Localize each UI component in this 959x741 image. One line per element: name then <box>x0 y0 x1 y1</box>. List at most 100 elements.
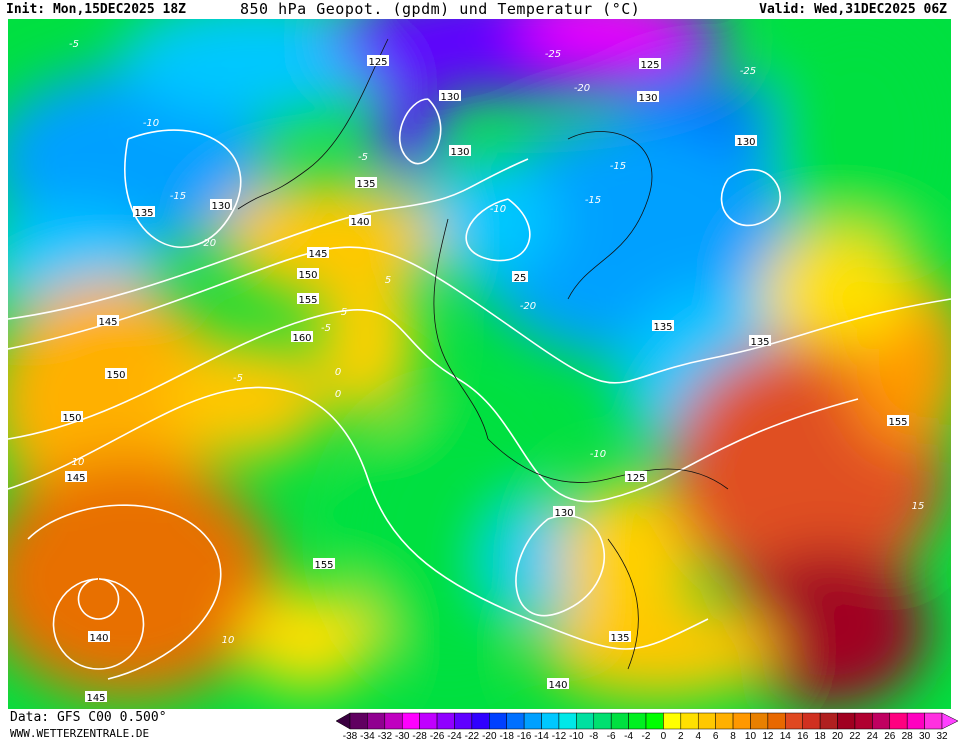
temperature-area <box>758 229 918 349</box>
isohypse-label: 140 <box>89 633 108 644</box>
colorbar-swatch <box>628 712 647 730</box>
colorbar-label: -12 <box>552 731 567 740</box>
colorbar-swatch <box>506 712 525 730</box>
colorbar-swatch <box>732 712 751 730</box>
colorbar-label: -10 <box>569 731 584 740</box>
website: WWW.WETTERZENTRALE.DE <box>10 727 150 740</box>
isohypse-label-bg <box>105 368 127 379</box>
colorbar-swatch <box>872 712 891 730</box>
isohypse-label: 125 <box>640 60 659 71</box>
colorbar-swatch <box>645 712 664 730</box>
isohypse-line <box>720 168 781 227</box>
isohypse-label: 140 <box>350 217 369 228</box>
footer: Data: GFS C00 0.500° WWW.WETTERZENTRALE.… <box>0 709 959 741</box>
isohypse-label-bg <box>291 331 313 342</box>
isohypse-line <box>465 198 531 262</box>
temperature-area <box>728 549 928 709</box>
isohypse-label: 145 <box>98 317 117 328</box>
isohypse-line <box>27 504 222 680</box>
isohypse-line <box>398 98 442 165</box>
colorbar-low-arrow <box>336 712 351 730</box>
isohypse-line <box>8 246 951 384</box>
temperature-area <box>558 479 698 639</box>
isotherm-label: -10 <box>590 449 606 460</box>
temperature-colorbar: -38 -34 -32 -30 -28 -26 -24 -22 -20 -18 -16 -14 -12-… <box>336 712 958 740</box>
colorbar-swatch <box>906 712 925 730</box>
colorbar-swatch <box>558 712 577 730</box>
colorbar-swatch <box>610 712 629 730</box>
isohypse-label-bg <box>639 58 661 69</box>
isohypse-line <box>8 309 859 503</box>
temperature-area <box>768 19 948 259</box>
temperature-area <box>218 179 438 299</box>
colorbar-swatch <box>367 712 386 730</box>
temperature-area <box>373 79 443 179</box>
isohypse-label-bg <box>133 206 155 217</box>
isohypse-label: 135 <box>653 322 672 333</box>
init-time: Init: Mon,15DEC2025 18Z <box>6 2 187 17</box>
colorbar-label: -30 <box>395 731 410 740</box>
isotherm-label: 5 <box>341 307 347 318</box>
isotherm-label: -20 <box>200 238 216 249</box>
colorbar-high-arrow <box>941 712 958 730</box>
colorbar-swatch <box>680 712 699 730</box>
isotherm-label: -15 <box>585 195 601 206</box>
isohypse-label-bg <box>307 247 329 258</box>
isohypse-label-bg <box>637 91 659 102</box>
colorbar-swatch <box>924 712 943 730</box>
colorbar-label: 22 <box>849 731 861 740</box>
isotherm-label: -20 <box>574 83 590 94</box>
colorbar-swatch <box>767 712 786 730</box>
colorbar-label: -32 <box>378 731 393 740</box>
isohypse-label-bg <box>210 199 232 210</box>
colorbar-label: 30 <box>919 731 931 740</box>
isohypse-label-bg <box>313 558 335 569</box>
isohypse-line <box>52 578 145 670</box>
colorbar-swatch <box>837 712 856 730</box>
data-source: Data: GFS C00 0.500° <box>10 710 167 725</box>
colorbar-label: -2 <box>642 731 651 740</box>
colorbar-swatch <box>349 712 368 730</box>
isohypse-label: 130 <box>554 508 573 519</box>
colorbar-swatch <box>593 712 612 730</box>
isotherm-label: -20 <box>520 301 536 312</box>
temperature-area <box>348 409 548 669</box>
isohypse-label-bg <box>449 145 471 156</box>
isohypse-label: 130 <box>736 137 755 148</box>
colorbar-label: 12 <box>762 731 774 740</box>
isohypse-label: 155 <box>314 560 333 571</box>
colorbar-label: 28 <box>902 731 914 740</box>
temperature-area <box>418 159 558 279</box>
isohypse-label: 160 <box>292 333 311 344</box>
colorbar-label: 10 <box>745 731 757 740</box>
colorbar-label: 14 <box>780 731 792 740</box>
isohypse-label: 135 <box>750 337 769 348</box>
colorbar-label: 18 <box>815 731 827 740</box>
isohypse-label-bg <box>297 293 319 304</box>
isohypse-label: 135 <box>356 179 375 190</box>
isohypse-label: 125 <box>626 473 645 484</box>
temperature-area <box>518 19 698 59</box>
isotherm-label: 10 <box>222 635 235 646</box>
isotherm-label: -15 <box>170 191 186 202</box>
isohypse-label: 155 <box>888 417 907 428</box>
isotherm-label: 15 <box>912 501 925 512</box>
isohypse-label: 150 <box>106 370 125 381</box>
isotherm-label: -15 <box>610 161 626 172</box>
colorbar-label: -4 <box>624 731 633 740</box>
isohypse-label-bg <box>367 55 389 66</box>
isohypse-label-bg <box>61 411 83 422</box>
isohypse-label: 150 <box>62 413 81 424</box>
isohypse-label: 135 <box>134 208 153 219</box>
temperature-area <box>238 589 378 689</box>
isohypse-label-bg <box>652 320 674 331</box>
colorbar-label: 20 <box>832 731 844 740</box>
colorbar-label: -22 <box>465 731 480 740</box>
colorbar-label: -38 <box>343 731 358 740</box>
colorbar-label: 2 <box>678 731 684 740</box>
weather-map: 1251301301251301351301351401451501551601… <box>8 19 951 709</box>
isohypse-label: 155 <box>298 295 317 306</box>
temperature-area <box>318 259 418 419</box>
colorbar-swatch <box>750 712 769 730</box>
colorbar-swatch <box>541 712 560 730</box>
